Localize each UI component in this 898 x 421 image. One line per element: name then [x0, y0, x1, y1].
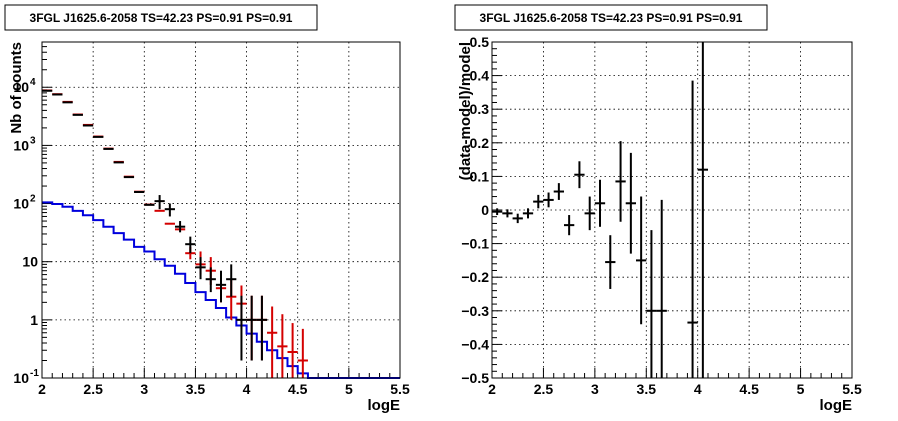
left-x-tick-label: 5 [345, 381, 353, 397]
right-title-box [454, 4, 768, 31]
right-y-tick-label: 0.4 [470, 68, 490, 84]
left-y-tick-exponent: 2 [30, 194, 36, 205]
left-gridlines [42, 42, 400, 378]
right-x-axis-label: logE [820, 397, 853, 414]
left-x-tick-label: 4 [243, 381, 251, 397]
left-x-axis-label: logE [368, 397, 401, 414]
right-y-tick-label: 0.3 [470, 101, 490, 117]
right-y-tick-label: −0.2 [461, 269, 489, 285]
right-y-tick-label: 0.2 [470, 135, 490, 151]
left-title: 3FGL J1625.6-2058 TS=42.23 PS=0.91 PS=0.… [30, 11, 293, 25]
left-y-tick-label: 10 [22, 254, 38, 270]
left-y-tick-label: 10 [13, 137, 29, 153]
right-y-tick-labels: −0.5 −0.4 −0.3 −0.2 −0.1 0 0.1 0.2 0.3 0.4 0.5 [461, 34, 489, 386]
left-x-tick-label: 5.5 [390, 381, 410, 397]
left-y-tick-exponent: 4 [30, 77, 36, 88]
right-x-tick-label: 5.5 [842, 381, 862, 397]
right-y-tick-label: 0.5 [470, 34, 490, 50]
left-y-tick-label: 10 [13, 196, 29, 212]
left-x-tick-labels: 2 2.5 3 3.5 4 4.5 5 5.5 [38, 381, 410, 397]
right-x-tick-label: 4.5 [739, 381, 759, 397]
right-panel: 2 2.5 3 3.5 4 4.5 5 5.5 −0.5 −0.4 −0.3 −0.2 −0.1 0 0.… [454, 4, 862, 414]
right-x-tick-label: 2.5 [534, 381, 554, 397]
right-gridlines [492, 42, 852, 378]
right-y-tick-label: −0.3 [461, 303, 489, 319]
left-y-tick-label: 10 [13, 79, 29, 95]
left-x-tick-label: 3 [140, 381, 148, 397]
left-x-tick-label: 3.5 [186, 381, 206, 397]
right-x-tick-label: 3.5 [637, 381, 657, 397]
left-plot-frame [41, 41, 401, 379]
right-y-axis-label: (data-model)/model [457, 42, 474, 180]
right-x-tick-label: 2 [488, 381, 496, 397]
left-x-tick-label: 2 [38, 381, 46, 397]
left-y-tick-exponent: 3 [30, 135, 36, 146]
right-title: 3FGL J1625.6-2058 TS=42.23 PS=0.91 PS=0.… [480, 11, 743, 25]
right-x-tick-label: 5 [797, 381, 805, 397]
right-x-tick-labels: 2 2.5 3 3.5 4 4.5 5 5.5 [488, 381, 862, 397]
right-y-tick-label: 0.1 [470, 168, 490, 184]
left-title-box [4, 4, 318, 31]
right-y-tick-label: −0.4 [461, 336, 489, 352]
left-x-tick-label: 2.5 [83, 381, 103, 397]
right-x-tick-label: 3 [591, 381, 599, 397]
left-y-tick-label: 1 [30, 312, 38, 328]
right-plot-frame [491, 41, 853, 379]
source-model-histogram [42, 201, 400, 379]
left-y-axis-label: Nb of counts [8, 42, 25, 134]
left-y-tick-exponent: -1 [30, 368, 39, 379]
right-y-tick-label: 0 [481, 202, 489, 218]
right-x-tick-label: 4 [694, 381, 702, 397]
right-y-tick-label: −0.1 [461, 236, 489, 252]
left-x-tick-label: 4.5 [288, 381, 308, 397]
right-y-tick-label: −0.5 [461, 370, 489, 386]
left-series [42, 89, 400, 379]
left-axis-ticks [41, 46, 401, 379]
right-series [492, 42, 708, 378]
left-y-tick-label: 10 [13, 370, 29, 386]
